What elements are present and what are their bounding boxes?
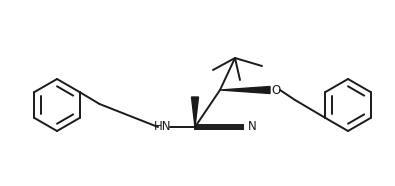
Text: O: O (271, 84, 280, 97)
Polygon shape (192, 97, 199, 127)
Polygon shape (220, 86, 270, 94)
Text: HN: HN (154, 121, 172, 134)
Text: N: N (248, 121, 256, 134)
